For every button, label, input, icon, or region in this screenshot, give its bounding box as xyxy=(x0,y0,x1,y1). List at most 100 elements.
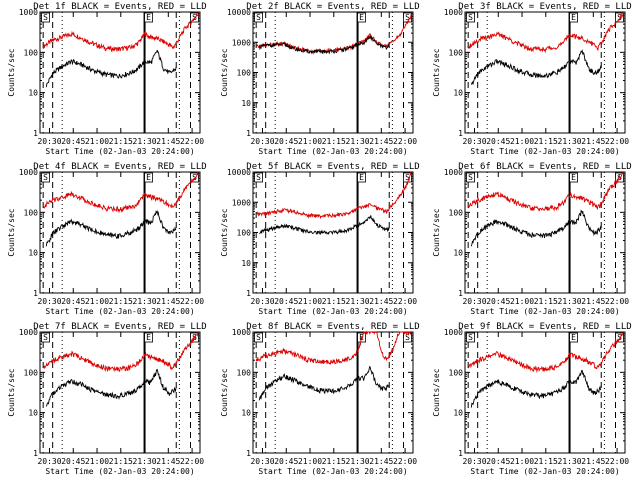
plot-frame xyxy=(252,331,414,454)
x-tick-label: 21:45 xyxy=(156,457,180,466)
y-tick-label: 10 xyxy=(241,409,251,418)
panel-det-8f: Det 8f BLACK = Events, RED = LLD 1 10 100 10… xyxy=(220,322,420,476)
events-series-line xyxy=(470,49,602,85)
x-tick-label: 21:30 xyxy=(133,457,157,466)
x-axis-label: Start Time (02-Jan-03 20:24:00) xyxy=(258,147,407,156)
interval-marker-label: S xyxy=(468,333,473,342)
x-tick-label: 22:00 xyxy=(180,137,204,146)
y-tick-label: 1000 xyxy=(444,168,463,177)
y-tick-label: 10 xyxy=(28,249,38,258)
x-tick-label: 22:00 xyxy=(605,457,629,466)
x-tick-label: 21:15 xyxy=(322,297,346,306)
interval-marker-label: S xyxy=(43,13,48,22)
y-tick-label: 10 xyxy=(28,409,38,418)
interval-marker-label: S xyxy=(256,333,261,342)
lld-series-line xyxy=(467,333,624,373)
x-tick-label: 21:30 xyxy=(346,137,370,146)
x-axis-label: Start Time (02-Jan-03 20:24:00) xyxy=(470,467,619,476)
x-tick-label: 21:30 xyxy=(133,297,157,306)
panel-title: Det 5f BLACK = Events, RED = LLD xyxy=(246,162,419,172)
x-tick-label: 20:45 xyxy=(274,457,298,466)
y-tick-label: 100 xyxy=(449,368,464,377)
y-tick-label: 100 xyxy=(24,368,39,377)
x-tick-label: 20:30 xyxy=(462,297,486,306)
interval-marker-box xyxy=(569,172,578,183)
panel-det-7f: Det 7f BLACK = Events, RED = LLD 1 10 100 10… xyxy=(7,322,207,476)
x-tick-label: 20:45 xyxy=(486,137,510,146)
y-axis-label: Counts/sec xyxy=(7,368,16,416)
x-tick-label: 21:15 xyxy=(534,457,558,466)
x-tick-label: 21:30 xyxy=(346,457,370,466)
y-axis-label: Counts/sec xyxy=(432,368,441,416)
x-tick-label: 20:45 xyxy=(274,297,298,306)
interval-marker-label: S xyxy=(468,173,473,182)
plot-frame xyxy=(464,171,626,294)
y-tick-label: 1000 xyxy=(444,328,463,337)
x-tick-label: 21:30 xyxy=(133,137,157,146)
interval-marker-label: E xyxy=(146,173,151,182)
panel-title: Det 7f BLACK = Events, RED = LLD xyxy=(33,322,206,332)
y-axis-label: Counts/sec xyxy=(220,48,229,96)
plot-frame xyxy=(39,11,201,134)
panel-det-4f: Det 4f BLACK = Events, RED = LLD 1 10 100 10… xyxy=(7,162,207,316)
panel-title: Det 9f BLACK = Events, RED = LLD xyxy=(458,322,631,332)
interval-marker-box xyxy=(466,12,475,23)
x-tick-label: 21:45 xyxy=(369,457,393,466)
panel-det-2f: Det 2f BLACK = Events, RED = LLD 1 10 100 10… xyxy=(220,2,420,156)
interval-marker-label: E xyxy=(146,13,151,22)
interval-marker-label: S xyxy=(468,13,473,22)
y-tick-label: 10000 xyxy=(227,168,251,177)
x-tick-label: 21:15 xyxy=(109,457,133,466)
panel-det-1f: Det 1f BLACK = Events, RED = LLD 1 10 100 10… xyxy=(7,2,207,156)
interval-marker-box xyxy=(615,12,624,23)
interval-marker-label: S xyxy=(405,13,410,22)
interval-marker-label: S xyxy=(43,333,48,342)
x-tick-label: 20:30 xyxy=(462,137,486,146)
panel-det-5f: Det 5f BLACK = Events, RED = LLD 1 10 100 10… xyxy=(220,162,420,316)
events-series-line xyxy=(45,209,177,247)
x-tick-label: 21:30 xyxy=(558,137,582,146)
panel-title: Det 2f BLACK = Events, RED = LLD xyxy=(246,2,419,12)
x-axis-label: Start Time (02-Jan-03 20:24:00) xyxy=(45,307,194,316)
y-tick-label: 1000 xyxy=(444,8,463,17)
y-tick-label: 100 xyxy=(24,48,39,57)
x-tick-label: 21:00 xyxy=(298,297,322,306)
x-axis-label: Start Time (02-Jan-03 20:24:00) xyxy=(45,147,194,156)
x-tick-label: 21:45 xyxy=(156,137,180,146)
plot-frame xyxy=(39,171,201,294)
x-axis-label: Start Time (02-Jan-03 20:24:00) xyxy=(258,467,407,476)
x-tick-label: 20:30 xyxy=(462,457,486,466)
plot-frame xyxy=(39,331,201,454)
lld-series-line xyxy=(255,330,412,365)
events-series-line xyxy=(259,215,390,236)
interval-marker-label: E xyxy=(571,333,576,342)
interval-marker-label: S xyxy=(192,173,197,182)
x-tick-label: 21:15 xyxy=(534,297,558,306)
x-tick-label: 21:45 xyxy=(581,297,605,306)
x-tick-label: 21:15 xyxy=(534,137,558,146)
y-tick-label: 1000 xyxy=(19,328,38,337)
x-tick-label: 21:45 xyxy=(581,457,605,466)
interval-marker-box xyxy=(41,332,50,343)
interval-marker-box xyxy=(144,12,153,23)
panel-title: Det 8f BLACK = Events, RED = LLD xyxy=(246,322,419,332)
x-axis-label: Start Time (02-Jan-03 20:24:00) xyxy=(470,147,619,156)
y-tick-label: 1000 xyxy=(232,198,251,207)
x-tick-label: 21:30 xyxy=(558,457,582,466)
x-tick-label: 21:00 xyxy=(510,457,534,466)
interval-marker-box xyxy=(144,332,153,343)
x-tick-label: 22:00 xyxy=(605,137,629,146)
interval-marker-box xyxy=(254,172,263,183)
y-tick-label: 10 xyxy=(241,99,251,108)
lld-series-line xyxy=(42,12,199,53)
x-tick-label: 20:45 xyxy=(486,457,510,466)
x-tick-label: 20:30 xyxy=(250,297,274,306)
y-tick-label: 1000 xyxy=(232,328,251,337)
y-tick-label: 100 xyxy=(237,69,252,78)
plot-frame xyxy=(464,11,626,134)
x-tick-label: 20:30 xyxy=(250,457,274,466)
y-axis-label: Counts/sec xyxy=(220,368,229,416)
events-series-line xyxy=(470,209,602,247)
y-tick-label: 100 xyxy=(24,208,39,217)
